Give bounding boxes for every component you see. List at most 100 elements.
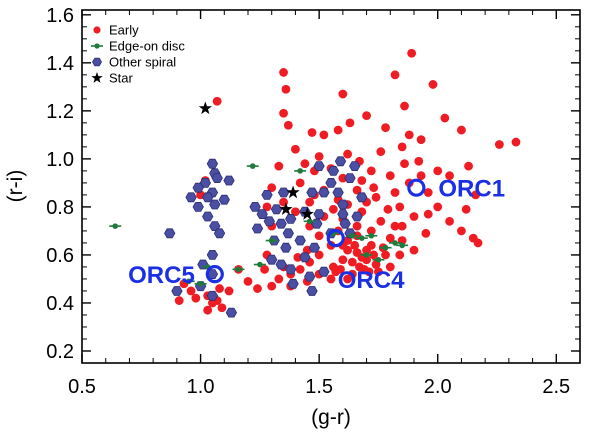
early-point: [364, 267, 374, 277]
other-spiral-point: [185, 192, 197, 203]
early-point: [385, 233, 395, 243]
edge-on-disc-point: [182, 278, 195, 285]
other-spiral-point: [313, 209, 325, 220]
other-spiral-point: [211, 173, 223, 184]
early-point: [433, 202, 443, 212]
y-tick-label: 0.6: [46, 245, 74, 267]
legend-label: Early: [109, 23, 139, 38]
other-spiral-point: [263, 216, 275, 227]
other-spiral-point: [351, 211, 363, 222]
early-point: [352, 221, 362, 231]
edge-on-disc-point: [355, 235, 368, 241]
edge-on-disc-point: [194, 280, 207, 287]
edge-on-disc-point: [346, 232, 359, 239]
other-spiral-point: [206, 249, 219, 260]
edge-on-disc-point: [389, 240, 402, 246]
other-spiral-point: [218, 194, 230, 205]
other-spiral-point: [308, 242, 321, 253]
other-spiral-point: [337, 209, 349, 220]
early-point: [293, 252, 303, 262]
orc1-marker: [407, 178, 426, 197]
legend-label: Other spiral: [109, 55, 176, 70]
orc1-label: ORC1: [438, 176, 505, 203]
other-spiral-point: [349, 161, 361, 172]
early-point: [445, 171, 454, 181]
early-point: [328, 204, 338, 214]
early-point: [366, 226, 376, 236]
early-point: [395, 250, 405, 260]
early-point: [314, 152, 324, 161]
edge-on-disc-point: [109, 223, 122, 229]
other-spiral-point: [275, 218, 287, 229]
edge-on-disc-point: [294, 168, 307, 174]
other-spiral-point: [249, 201, 261, 212]
early-point: [343, 274, 352, 284]
early-point: [397, 221, 407, 231]
early-point: [390, 188, 400, 197]
other-spiral-point: [332, 187, 344, 198]
early-point: [186, 286, 196, 296]
early-point: [400, 159, 409, 169]
early-point: [371, 192, 381, 202]
early-point: [366, 166, 376, 176]
early-point: [212, 96, 222, 106]
x-tick-label: 1.0: [187, 376, 215, 398]
early-point: [267, 281, 277, 291]
early-point: [416, 171, 426, 181]
early-point: [428, 80, 438, 89]
other-spiral-point: [277, 187, 290, 198]
early-point: [457, 125, 466, 135]
early-point: [319, 130, 329, 140]
edge-on-disc-point: [372, 256, 385, 263]
early-point: [433, 166, 443, 176]
early-point: [274, 274, 284, 284]
early-point: [331, 267, 341, 277]
early-point: [260, 264, 269, 274]
early-point: [191, 293, 201, 303]
y-tick-label: 0.8: [46, 197, 74, 219]
early-point: [409, 212, 419, 221]
legend-item-other-spiral: Other spiral: [92, 55, 176, 70]
early-point: [203, 305, 213, 315]
early-point: [314, 231, 324, 241]
axis-ticks: 0.5 1.0 1.5 2.0 2.5 0.2 0.4 0.6 0.8 1.0 1.2 1.4 1.6: [46, 5, 580, 398]
early-point: [404, 130, 414, 140]
early-point: [511, 137, 521, 147]
edge-on-disc-point: [365, 232, 378, 239]
y-tick-label: 1.6: [46, 5, 74, 27]
early-point: [338, 173, 348, 183]
other-spiral-point: [251, 223, 264, 234]
early-point: [390, 221, 400, 231]
star-point: [198, 101, 212, 115]
edge-on-disc-point: [379, 244, 392, 251]
other-spiral-point: [202, 211, 214, 222]
other-spiral-point: [261, 189, 273, 200]
x-tick-label: 1.5: [305, 376, 333, 398]
other-spiral-point: [266, 254, 278, 265]
other-spiral-point: [287, 278, 299, 289]
early-point: [473, 238, 483, 248]
early-point: [381, 123, 390, 133]
early-point: [421, 228, 431, 238]
early-point: [343, 149, 352, 159]
early-point: [362, 245, 371, 255]
other-spiral-point: [192, 182, 204, 193]
legend-label: Edge-on disc: [109, 39, 185, 54]
other-spiral-point: [318, 266, 330, 277]
other-spiral-point: [202, 192, 214, 203]
early-point: [461, 204, 471, 214]
y-tick-label: 1.0: [46, 149, 74, 171]
early-point: [445, 216, 454, 226]
early-point: [457, 226, 466, 236]
legend-item-star: Star: [91, 71, 134, 86]
early-point: [376, 216, 386, 226]
other-spiral-point: [306, 187, 318, 198]
other-spiral-point: [282, 228, 294, 239]
early-point: [464, 161, 473, 171]
early-point: [376, 147, 386, 157]
other-spiral-point: [270, 204, 283, 215]
early-point: [338, 89, 348, 99]
early-point: [374, 267, 383, 277]
early-point: [283, 120, 293, 130]
y-tick-label: 0.4: [46, 293, 74, 315]
